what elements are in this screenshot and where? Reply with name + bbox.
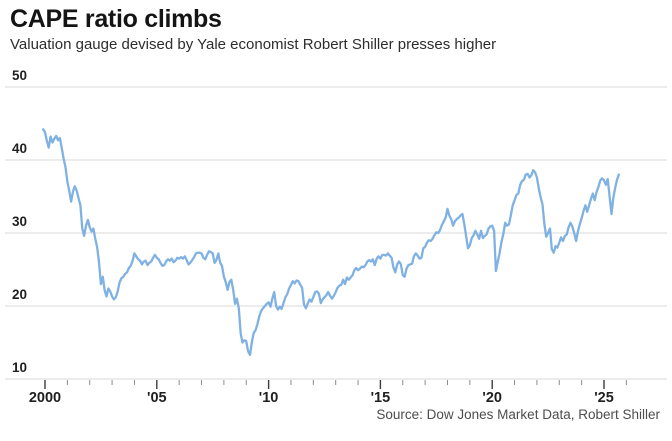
x-axis-label: 2000 (29, 390, 61, 406)
x-axis-label: '20 (482, 390, 502, 406)
y-axis-label: 50 (12, 68, 27, 83)
x-axis-label: '10 (259, 390, 279, 406)
x-axis-label: '05 (147, 390, 167, 406)
y-axis-label: 20 (12, 287, 27, 302)
chart-subtitle: Valuation gauge devised by Yale economis… (10, 36, 497, 53)
cape-ratio-series-line (41, 128, 621, 357)
y-axis-label: 30 (12, 214, 27, 229)
y-axis-label: 40 (12, 141, 27, 156)
x-axis-label: '25 (594, 390, 614, 406)
source-note: Source: Dow Jones Market Data, Robert Sh… (376, 407, 660, 422)
x-axis-label: '15 (371, 390, 391, 406)
chart-title: CAPE ratio climbs (10, 5, 222, 33)
y-axis-label: 10 (12, 360, 27, 375)
